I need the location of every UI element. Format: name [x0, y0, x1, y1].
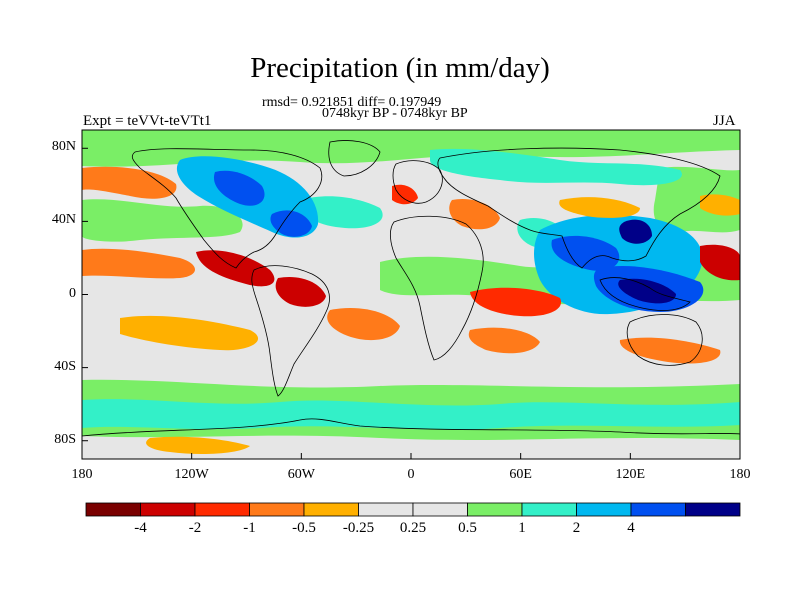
anomaly-patch-east-yorange	[700, 194, 740, 216]
lon-tick-label: 0	[407, 467, 415, 482]
colorbar-swatch	[685, 502, 741, 517]
anomaly-band-arctic	[82, 130, 740, 167]
lon-tick-label: 180	[729, 467, 751, 482]
colorbar-swatch	[412, 502, 468, 517]
lon-tick-label: 60W	[287, 467, 315, 482]
anomaly-patch-asia-blue	[551, 235, 620, 271]
anomaly-patch-asia-yorange	[559, 197, 640, 218]
anomaly-patch-europe-red	[392, 184, 418, 205]
anomaly-patch-china-navy	[619, 219, 652, 244]
anomaly-patch-africa-red	[470, 287, 562, 317]
anomaly-patch-atlantic-blue	[270, 210, 312, 237]
anomaly-patch-pacific-red	[196, 250, 275, 287]
anomaly-patch-pacific-orange-band	[82, 248, 195, 279]
coast-asia	[437, 147, 721, 269]
colorbar-label: 4	[627, 520, 635, 536]
anomaly-patch-south-atlantic-orange	[327, 307, 400, 341]
season-label: JJA	[713, 113, 736, 129]
colorbar-label: -0.25	[342, 520, 375, 536]
lon-tick-label: 120W	[174, 467, 209, 482]
anomaly-patch-atlantic-teal	[300, 196, 383, 229]
anomaly-patch-indian-orange	[468, 327, 540, 354]
lat-tick-label: 40S	[54, 358, 76, 374]
lon-tick-label: 120E	[615, 467, 646, 482]
lat-tick-label: 40N	[51, 212, 76, 228]
colorbar-swatch	[521, 502, 577, 517]
anomaly-patch-antarctic-orange	[146, 436, 250, 454]
colorbar-label: 1	[518, 520, 526, 536]
coast-africa	[390, 215, 484, 361]
coast-maritime	[599, 277, 691, 311]
anomaly-patch-southern-teal	[82, 399, 740, 430]
anomaly-patch-east-pacific-yorange	[120, 315, 259, 351]
colorbar-label: -1	[243, 520, 256, 536]
anomaly-patch-arabia-orange	[449, 198, 500, 230]
coast-australia	[626, 314, 703, 366]
experiment-label: Expt = teVVt-teVTt1	[83, 113, 212, 129]
lat-tick-label: 80N	[51, 139, 76, 155]
colorbar-swatch	[303, 502, 359, 517]
anomaly-patch-pacific-green	[82, 199, 243, 242]
colorbar-label: -0.5	[292, 520, 316, 536]
colorbar-swatch	[358, 502, 414, 517]
colorbar-swatch	[194, 502, 250, 517]
colorbar-label: 2	[572, 520, 581, 536]
coast-south-america	[251, 265, 330, 397]
colorbar-label: -4	[134, 520, 147, 536]
anomaly-patch-west-pacific-green	[653, 166, 740, 233]
lat-tick-label: 0	[69, 285, 76, 301]
coast-europe	[392, 160, 443, 204]
colorbar-label: -2	[188, 520, 202, 536]
anomaly-field	[82, 130, 740, 454]
anomaly-patch-south-america-red	[275, 276, 326, 307]
coast-greenland	[328, 140, 381, 177]
lat-tick-label: 80S	[54, 431, 76, 447]
coastlines	[82, 140, 740, 437]
colorbar-swatch	[576, 502, 632, 517]
anomaly-patch-north-teal	[430, 148, 682, 186]
coast-north-america	[131, 148, 323, 269]
map-title: Precipitation (in mm/day)	[250, 52, 550, 84]
lon-tick-label: 180	[71, 467, 93, 482]
coast-antarctica	[82, 418, 740, 437]
colorbar-swatch	[140, 502, 196, 517]
period-line: 0748kyr BP - 0748kyr BP	[322, 106, 468, 121]
colorbar-swatch	[467, 502, 523, 517]
tick-marks	[81, 147, 741, 459]
anomaly-patch-west-pacific-red	[700, 244, 740, 281]
colorbar-label: 0.25	[399, 520, 427, 536]
colorbar-swatch	[630, 502, 686, 517]
colorbar-label: 0.5	[458, 520, 477, 536]
anomaly-patch-north-america-dark	[213, 170, 265, 206]
colorbar-swatch	[85, 502, 141, 517]
anomaly-patch-maritime-navy	[618, 278, 676, 304]
stats-line: rmsd= 0.921851 diff= 0.197949	[262, 95, 442, 110]
colorbar	[85, 502, 741, 517]
anomaly-patch-north-pacific-orange	[82, 166, 177, 199]
colorbar-swatch	[249, 502, 305, 517]
lon-tick-label: 60E	[509, 467, 532, 482]
